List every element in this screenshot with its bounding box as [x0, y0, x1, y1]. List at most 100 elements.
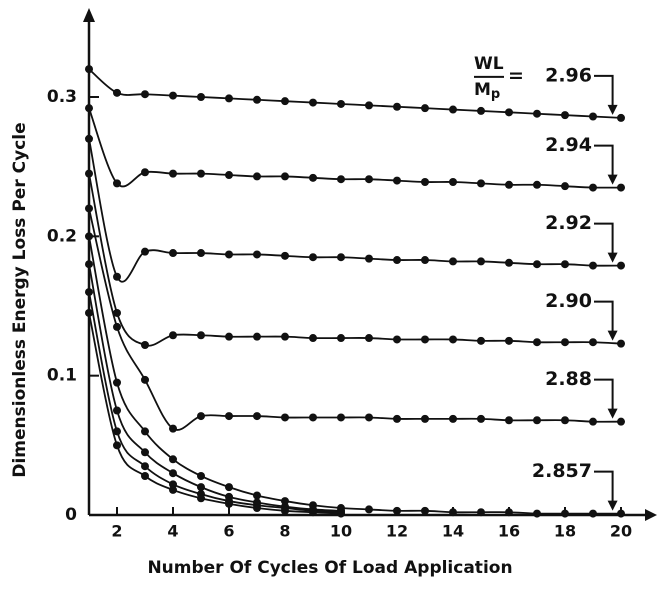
data-point	[169, 169, 177, 178]
series-line	[88, 236, 621, 515]
data-point	[533, 509, 541, 518]
data-point	[113, 179, 121, 188]
annotation-subscript: p	[491, 86, 500, 101]
x-tick-label: 16	[498, 522, 520, 541]
data-point	[309, 334, 317, 343]
data-point	[533, 338, 541, 347]
data-point	[617, 261, 625, 270]
data-point	[505, 258, 513, 267]
data-point	[113, 272, 121, 281]
data-point	[253, 412, 261, 421]
data-point	[309, 253, 317, 262]
data-point	[197, 249, 205, 258]
data-point	[393, 256, 401, 265]
x-tick-label: 10	[330, 522, 352, 541]
label-bracket	[594, 222, 614, 256]
data-point	[253, 332, 261, 341]
data-point	[141, 341, 149, 350]
series-line	[88, 68, 622, 119]
data-point	[393, 506, 401, 515]
label-bracket	[594, 74, 614, 108]
data-point	[197, 471, 205, 480]
x-tick-label: 8	[279, 522, 290, 541]
data-point	[421, 177, 429, 186]
data-point	[309, 508, 317, 517]
data-point	[617, 113, 625, 122]
data-point	[365, 505, 373, 514]
y-axis-arrow	[83, 8, 95, 22]
data-point	[309, 98, 317, 107]
label-bracket	[594, 144, 614, 178]
data-point	[589, 338, 597, 347]
data-point	[477, 106, 485, 115]
data-point	[477, 179, 485, 188]
data-point	[253, 491, 261, 500]
data-point	[365, 413, 373, 422]
data-point	[617, 509, 625, 518]
data-point	[281, 251, 289, 260]
data-point	[197, 169, 205, 178]
series-label: 2.857	[532, 460, 592, 482]
data-point	[561, 111, 569, 120]
data-point	[141, 462, 149, 471]
data-point	[141, 448, 149, 457]
data-point	[113, 427, 121, 436]
data-point	[505, 336, 513, 345]
data-point	[561, 509, 569, 518]
data-point	[589, 261, 597, 270]
data-point	[617, 339, 625, 348]
data-point	[477, 336, 485, 345]
data-point	[225, 171, 233, 180]
data-point	[477, 257, 485, 266]
data-point	[169, 331, 177, 340]
data-point	[281, 413, 289, 422]
data-point	[141, 375, 149, 384]
data-point	[113, 88, 121, 97]
data-point	[141, 427, 149, 436]
data-point	[113, 406, 121, 415]
x-tick-label: 6	[223, 522, 234, 541]
data-point	[533, 180, 541, 189]
data-point	[589, 417, 597, 426]
data-point	[561, 260, 569, 269]
data-point	[197, 494, 205, 503]
label-arrow	[607, 500, 618, 511]
y-tick-label: 0.2	[47, 226, 77, 246]
data-point	[589, 183, 597, 192]
data-point	[421, 506, 429, 515]
data-point	[281, 332, 289, 341]
series-line	[88, 291, 342, 514]
data-point	[281, 97, 289, 106]
data-point	[169, 424, 177, 433]
data-point	[449, 335, 457, 344]
data-point	[281, 497, 289, 506]
data-point	[393, 414, 401, 423]
data-point	[85, 104, 93, 113]
data-point	[253, 504, 261, 513]
annotation-sign: =	[508, 64, 524, 86]
label-arrow	[607, 174, 618, 185]
data-point	[85, 169, 93, 178]
label-arrow	[607, 408, 618, 419]
series-label: 2.94	[545, 134, 592, 156]
data-point	[617, 183, 625, 192]
data-point	[225, 412, 233, 421]
label-arrow	[607, 252, 618, 263]
data-point	[253, 172, 261, 181]
data-point	[421, 104, 429, 113]
data-point	[197, 483, 205, 492]
y-tick-label: 0	[65, 505, 77, 525]
series-label: 2.88	[545, 368, 592, 390]
data-point	[281, 172, 289, 181]
data-point	[85, 204, 93, 213]
data-point	[225, 250, 233, 259]
data-point	[337, 413, 345, 422]
data-point	[337, 253, 345, 262]
data-point	[141, 247, 149, 256]
data-point	[449, 508, 457, 517]
data-point	[561, 416, 569, 425]
data-point	[393, 335, 401, 344]
data-point	[169, 480, 177, 489]
series-line	[88, 138, 622, 283]
label-bracket	[594, 378, 614, 412]
